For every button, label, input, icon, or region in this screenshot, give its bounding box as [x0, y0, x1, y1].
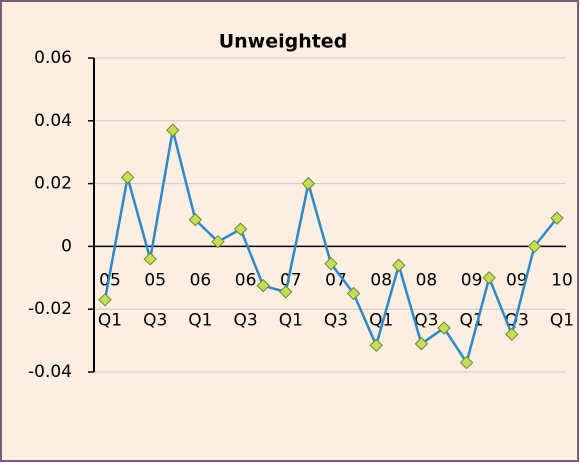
- x-tick-label: Q3: [143, 310, 167, 330]
- y-tick-label: 0.06: [34, 48, 72, 68]
- x-tick-label: 06: [235, 270, 257, 290]
- y-tick-label: 0.04: [34, 111, 72, 131]
- x-tick-label: Q3: [324, 310, 348, 330]
- x-tick-label: Q1: [98, 310, 122, 330]
- data-marker: [188, 213, 203, 227]
- x-tick-label: 09: [506, 270, 528, 290]
- data-marker: [166, 123, 180, 137]
- data-marker: [211, 234, 225, 249]
- data-marker: [143, 252, 157, 266]
- data-marker: [279, 285, 293, 299]
- y-tick-label: 0.02: [34, 174, 72, 194]
- data-marker: [98, 293, 112, 307]
- x-tick-label: 08: [416, 270, 438, 290]
- data-marker: [482, 271, 496, 285]
- x-tick-label: Q3: [233, 310, 257, 330]
- x-tick-label: 07: [280, 270, 302, 290]
- data-marker: [527, 239, 542, 254]
- chart-title: Unweighted: [219, 31, 348, 53]
- data-marker: [256, 278, 270, 293]
- x-tick-label: Q1: [550, 310, 574, 330]
- x-tick-label: Q1: [279, 310, 303, 330]
- data-marker: [437, 321, 451, 335]
- x-tick-label: 09: [461, 270, 483, 290]
- data-marker: [414, 337, 429, 351]
- data-marker: [120, 170, 135, 185]
- y-tick-label: -0.02: [28, 299, 72, 319]
- y-tick-label: 0: [61, 236, 72, 256]
- x-tick-label: 06: [190, 270, 212, 290]
- x-tick-label: Q1: [188, 310, 212, 330]
- data-marker: [346, 286, 361, 301]
- x-tick-label: 08: [370, 270, 392, 290]
- data-marker: [550, 211, 564, 225]
- y-tick-label: -0.04: [28, 362, 72, 382]
- data-marker: [233, 222, 248, 236]
- data-marker: [369, 338, 383, 353]
- x-tick-label: 05: [99, 270, 121, 290]
- x-tick-label: Q1: [369, 310, 393, 330]
- x-tick-label: Q3: [505, 310, 529, 330]
- x-tick-label: 10: [551, 270, 573, 290]
- data-marker: [324, 256, 338, 271]
- x-tick-label: 05: [144, 270, 166, 290]
- data-marker: [301, 176, 316, 191]
- data-marker: [505, 327, 519, 342]
- data-marker: [459, 355, 474, 370]
- data-marker: [392, 258, 406, 272]
- x-tick-label: Q3: [414, 310, 438, 330]
